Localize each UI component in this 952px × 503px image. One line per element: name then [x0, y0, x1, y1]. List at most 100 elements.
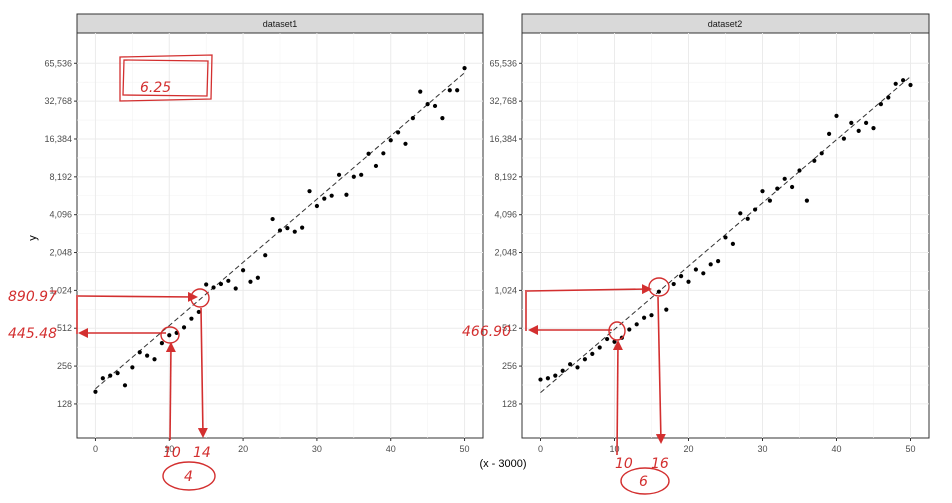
x-ticks-dataset1: 0 10 20 30 40 50 [93, 438, 470, 454]
data-point [432, 103, 438, 109]
y-axis-title: y [27, 235, 39, 241]
y-tick-label: 2,048 [49, 248, 72, 258]
data-point [590, 351, 595, 356]
data-point [871, 125, 876, 131]
data-point [634, 322, 639, 327]
data-point [753, 207, 758, 212]
grid-dataset2 [522, 33, 929, 438]
arrow-x-low-2 [612, 340, 623, 456]
data-point [300, 225, 305, 230]
data-point [366, 151, 371, 156]
x-tick-label: 30 [757, 444, 767, 454]
data-point [373, 163, 379, 169]
data-point [440, 116, 445, 121]
data-point [730, 241, 736, 246]
data-point [841, 136, 847, 141]
data-point [649, 313, 654, 318]
data-point [701, 271, 706, 276]
data-point [812, 158, 817, 163]
data-point [834, 113, 839, 119]
data-point [864, 120, 869, 125]
data-point [627, 327, 632, 332]
data-point [307, 189, 312, 194]
data-point [553, 373, 558, 378]
x-tick-label: 10 [609, 444, 619, 454]
data-point [693, 267, 699, 272]
data-point [679, 274, 684, 279]
data-point [775, 186, 780, 191]
data-point [664, 307, 669, 312]
circle-point-10-2 [608, 321, 626, 341]
data-point [100, 376, 105, 381]
data-point [893, 81, 898, 86]
y-tick-label: 128 [502, 399, 517, 409]
data-point [403, 141, 408, 146]
y-tick-label: 32,768 [489, 96, 517, 106]
data-point [277, 228, 283, 233]
x-low-label-2: 10 [615, 456, 633, 472]
data-point [568, 362, 573, 367]
y-tick-label: 256 [57, 361, 72, 371]
data-point [723, 235, 728, 240]
facet-dataset2: dataset2 128 256 512 1,024 2,048 4,096 8,192 16… [489, 13, 930, 454]
arrow-y-high-2 [526, 284, 652, 295]
diff-label-2: 6 [639, 474, 648, 490]
x-low-label: 10 [163, 445, 181, 461]
y-tick-label: 2,048 [494, 248, 517, 258]
data-point [359, 172, 364, 177]
data-point [167, 333, 172, 338]
data-point [314, 203, 320, 209]
x-tick-label: 0 [538, 444, 543, 454]
x-high-label: 14 [193, 445, 211, 461]
data-point [455, 88, 460, 93]
arrow-x-high [197, 307, 208, 438]
x-tick-label: 20 [238, 444, 248, 454]
data-point [560, 368, 565, 373]
strip-label-dataset1: dataset1 [263, 19, 298, 29]
y-tick-label: 8,192 [49, 172, 72, 182]
data-point [108, 373, 113, 378]
data-point [849, 120, 854, 125]
data-point [782, 176, 787, 181]
arrow-y-high [77, 291, 198, 302]
data-point [447, 88, 452, 93]
x-tick-label: 50 [905, 444, 915, 454]
data-point [819, 151, 824, 156]
x-tick-label: 30 [312, 444, 322, 454]
data-point [181, 325, 187, 330]
x-high-label-2: 16 [651, 456, 669, 472]
data-point [270, 216, 275, 222]
data-point [642, 315, 647, 320]
data-point [248, 279, 253, 284]
data-point [804, 198, 810, 203]
data-point [686, 279, 691, 284]
data-point [263, 253, 268, 258]
y-low-label: 445.48 [8, 326, 57, 342]
data-point [901, 78, 906, 83]
y-tick-label: 512 [57, 323, 72, 333]
data-point [152, 357, 157, 362]
data-point [336, 172, 342, 177]
x-tick-label: 20 [683, 444, 693, 454]
data-point [211, 285, 216, 290]
data-point [671, 281, 676, 287]
data-point [462, 65, 467, 71]
value-box [119, 54, 213, 102]
y-tick-label: 16,384 [44, 134, 72, 144]
diff-label: 4 [184, 469, 193, 485]
trend-line-dataset2 [540, 76, 911, 393]
data-point [196, 309, 201, 315]
data-point [145, 353, 150, 358]
data-point [218, 281, 224, 287]
arrow-x-low [165, 342, 176, 441]
data-point [285, 226, 290, 231]
data-point [605, 336, 610, 342]
data-point [790, 184, 795, 190]
box-value-label: 6.25 [140, 80, 171, 96]
data-point [797, 168, 802, 173]
data-point [381, 151, 386, 156]
data-point [878, 102, 884, 107]
y-low-label-2: 466.90 [462, 324, 511, 340]
data-point [425, 102, 430, 107]
